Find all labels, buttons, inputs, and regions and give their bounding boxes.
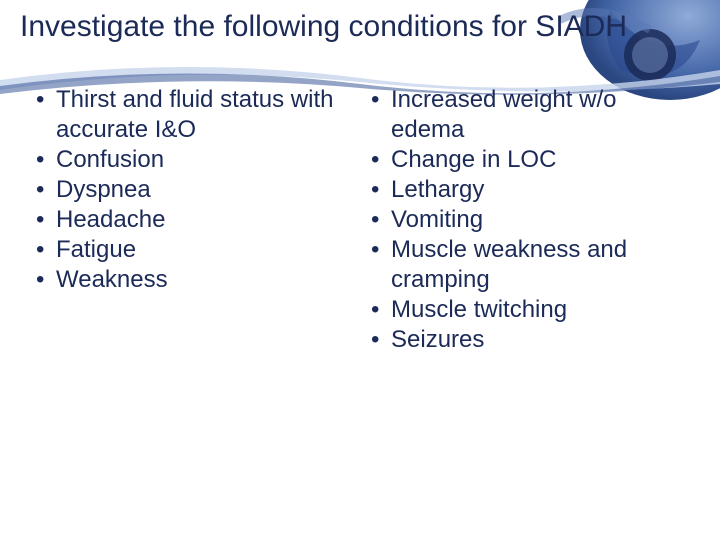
list-item: Increased weight w/o edema xyxy=(365,85,690,145)
right-list: Increased weight w/o edema Change in LOC… xyxy=(365,85,690,355)
slide-title: Investigate the following conditions for… xyxy=(0,0,720,51)
list-item: Headache xyxy=(30,205,355,235)
left-column: Thirst and fluid status with accurate I&… xyxy=(30,85,355,355)
list-item: Thirst and fluid status with accurate I&… xyxy=(30,85,355,145)
left-list: Thirst and fluid status with accurate I&… xyxy=(30,85,355,295)
list-item: Change in LOC xyxy=(365,145,690,175)
list-item: Vomiting xyxy=(365,205,690,235)
list-item: Muscle twitching xyxy=(365,295,690,325)
list-item: Lethargy xyxy=(365,175,690,205)
list-item: Weakness xyxy=(30,265,355,295)
content-area: Thirst and fluid status with accurate I&… xyxy=(0,51,720,355)
list-item: Dyspnea xyxy=(30,175,355,205)
list-item: Muscle weakness and cramping xyxy=(365,235,690,295)
list-item: Fatigue xyxy=(30,235,355,265)
right-column: Increased weight w/o edema Change in LOC… xyxy=(365,85,690,355)
list-item: Confusion xyxy=(30,145,355,175)
list-item: Seizures xyxy=(365,325,690,355)
